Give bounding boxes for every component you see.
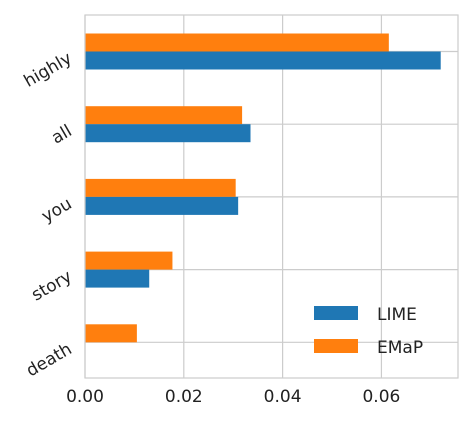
x-tick-labels: 0.00 0.02 0.04 0.06	[66, 387, 400, 407]
bar-lime-all	[85, 124, 251, 143]
legend-label-emap: EMaP	[377, 338, 423, 358]
y-tick-label: you	[38, 194, 75, 227]
y-tick-label: story	[28, 267, 75, 306]
bar-lime-story	[85, 269, 150, 288]
y-tick-labels: highly all you story death	[21, 49, 76, 382]
bar-lime-highly	[85, 51, 441, 70]
y-tick-label: highly	[21, 49, 76, 92]
bar-group	[85, 33, 441, 343]
plot-frame	[84, 14, 459, 379]
legend-swatch-lime	[314, 306, 358, 320]
bar-emap-highly	[85, 33, 389, 52]
bar-emap-you	[85, 178, 236, 197]
legend-swatch-emap	[314, 339, 358, 353]
legend: LIME EMaP	[314, 305, 423, 358]
y-tick-label: all	[48, 121, 75, 148]
x-tick-label: 0.04	[264, 387, 302, 407]
legend-label-lime: LIME	[377, 305, 417, 325]
bar-emap-story	[85, 251, 173, 270]
bar-emap-all	[85, 106, 243, 125]
x-tick-label: 0.00	[66, 387, 104, 407]
y-tick-label: death	[23, 339, 76, 381]
bar-emap-death	[85, 324, 137, 343]
x-tick-label: 0.06	[362, 387, 400, 407]
bar-lime-you	[85, 196, 239, 215]
x-tick-label: 0.02	[165, 387, 203, 407]
